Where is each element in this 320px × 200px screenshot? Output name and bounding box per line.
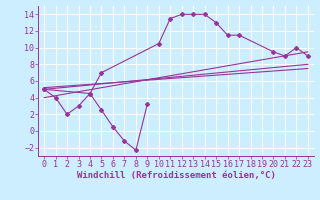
X-axis label: Windchill (Refroidissement éolien,°C): Windchill (Refroidissement éolien,°C) xyxy=(76,171,276,180)
